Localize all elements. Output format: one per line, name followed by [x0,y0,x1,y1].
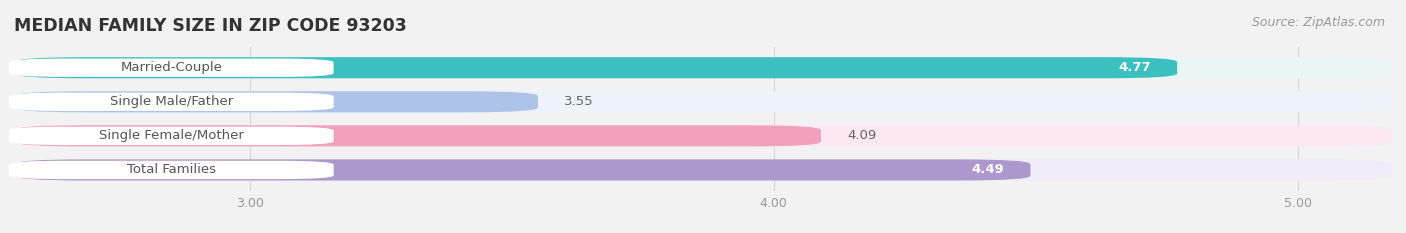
Text: 4.09: 4.09 [846,129,876,142]
FancyBboxPatch shape [8,127,333,145]
Text: Single Male/Father: Single Male/Father [110,95,233,108]
FancyBboxPatch shape [8,161,333,179]
FancyBboxPatch shape [14,57,1392,78]
FancyBboxPatch shape [8,93,333,111]
FancyBboxPatch shape [14,159,1392,181]
Text: 3.55: 3.55 [564,95,593,108]
Text: MEDIAN FAMILY SIZE IN ZIP CODE 93203: MEDIAN FAMILY SIZE IN ZIP CODE 93203 [14,17,406,35]
Text: 4.77: 4.77 [1118,61,1152,74]
Text: Married-Couple: Married-Couple [121,61,222,74]
FancyBboxPatch shape [14,57,1177,78]
FancyBboxPatch shape [14,159,1031,181]
FancyBboxPatch shape [14,125,821,146]
Text: 4.49: 4.49 [972,163,1004,176]
Text: Total Families: Total Families [127,163,215,176]
FancyBboxPatch shape [14,91,538,112]
FancyBboxPatch shape [14,125,1392,146]
Text: Source: ZipAtlas.com: Source: ZipAtlas.com [1251,16,1385,29]
FancyBboxPatch shape [14,91,1392,112]
Text: Single Female/Mother: Single Female/Mother [98,129,243,142]
FancyBboxPatch shape [8,58,333,77]
